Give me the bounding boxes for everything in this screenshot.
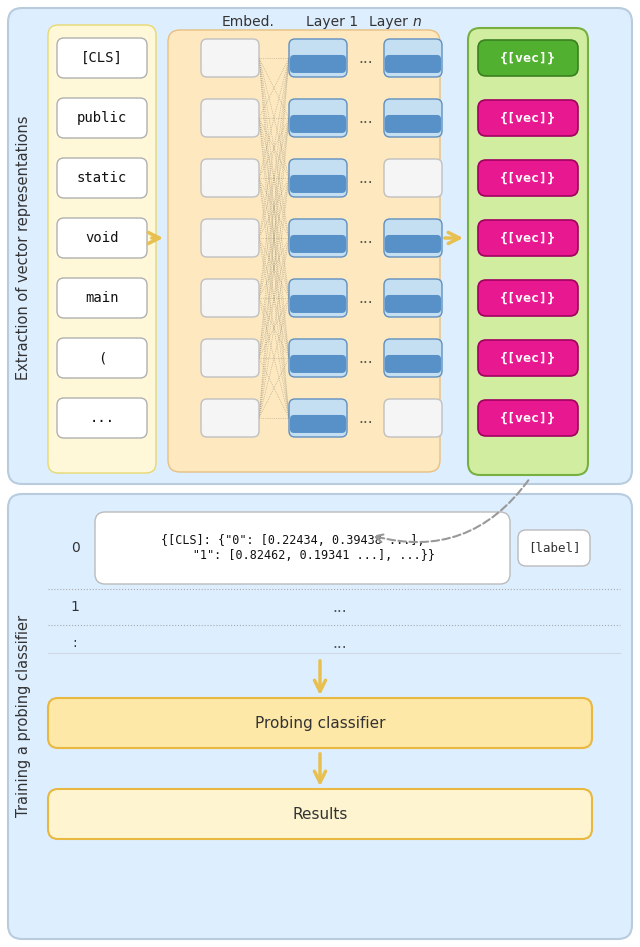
FancyBboxPatch shape (290, 175, 346, 193)
FancyBboxPatch shape (289, 159, 347, 197)
Text: Extraction of vector representations: Extraction of vector representations (17, 116, 31, 381)
Text: {[vec]}: {[vec]} (500, 51, 556, 64)
FancyBboxPatch shape (201, 99, 259, 137)
FancyBboxPatch shape (289, 399, 347, 437)
FancyBboxPatch shape (201, 39, 259, 77)
FancyBboxPatch shape (290, 355, 346, 373)
Text: {[vec]}: {[vec]} (500, 112, 556, 124)
Text: ...: ... (90, 411, 115, 425)
Text: ...: ... (358, 230, 373, 245)
FancyBboxPatch shape (201, 339, 259, 377)
FancyBboxPatch shape (468, 28, 588, 475)
FancyBboxPatch shape (478, 400, 578, 436)
FancyBboxPatch shape (385, 235, 441, 253)
Text: Embed.: Embed. (221, 15, 275, 29)
FancyBboxPatch shape (478, 280, 578, 316)
Text: Layer: Layer (369, 15, 412, 29)
FancyBboxPatch shape (57, 398, 147, 438)
FancyBboxPatch shape (48, 789, 592, 839)
FancyBboxPatch shape (385, 295, 441, 313)
FancyBboxPatch shape (385, 55, 441, 73)
FancyBboxPatch shape (289, 219, 347, 257)
Text: static: static (77, 171, 127, 185)
FancyBboxPatch shape (8, 8, 632, 484)
Text: Probing classifier: Probing classifier (255, 716, 385, 730)
FancyBboxPatch shape (57, 38, 147, 78)
FancyBboxPatch shape (478, 340, 578, 376)
Text: ...: ... (358, 111, 373, 126)
Text: ...: ... (358, 291, 373, 306)
FancyBboxPatch shape (384, 279, 442, 317)
Text: Results: Results (292, 807, 348, 821)
Text: 1: 1 (70, 600, 79, 614)
FancyBboxPatch shape (290, 295, 346, 313)
FancyBboxPatch shape (478, 160, 578, 196)
Text: ...: ... (358, 350, 373, 366)
Text: {[vec]}: {[vec]} (500, 171, 556, 185)
FancyBboxPatch shape (57, 98, 147, 138)
FancyBboxPatch shape (8, 494, 632, 939)
Text: [label]: [label] (528, 542, 580, 555)
FancyBboxPatch shape (518, 530, 590, 566)
FancyBboxPatch shape (290, 115, 346, 133)
FancyBboxPatch shape (478, 40, 578, 76)
FancyBboxPatch shape (48, 25, 156, 473)
Text: main: main (85, 291, 119, 305)
Text: (: ( (98, 351, 106, 365)
Text: ...: ... (358, 50, 373, 65)
Text: {[vec]}: {[vec]} (500, 231, 556, 244)
FancyBboxPatch shape (48, 698, 592, 748)
Text: 0: 0 (70, 541, 79, 555)
FancyBboxPatch shape (201, 399, 259, 437)
FancyBboxPatch shape (384, 159, 442, 197)
Text: :: : (73, 636, 77, 650)
FancyBboxPatch shape (168, 30, 440, 472)
FancyBboxPatch shape (57, 278, 147, 318)
Text: ...: ... (333, 599, 348, 615)
FancyBboxPatch shape (384, 219, 442, 257)
FancyBboxPatch shape (290, 415, 346, 433)
FancyArrowPatch shape (375, 480, 529, 542)
FancyBboxPatch shape (290, 55, 346, 73)
FancyBboxPatch shape (201, 279, 259, 317)
Text: public: public (77, 111, 127, 125)
Text: n: n (413, 15, 422, 29)
FancyBboxPatch shape (57, 338, 147, 378)
Text: {[vec]}: {[vec]} (500, 351, 556, 365)
FancyBboxPatch shape (384, 399, 442, 437)
FancyBboxPatch shape (57, 218, 147, 258)
Text: Training a probing classifier: Training a probing classifier (17, 615, 31, 817)
FancyBboxPatch shape (384, 99, 442, 137)
FancyBboxPatch shape (478, 220, 578, 256)
Text: {[CLS]: {"0": [0.22434, 0.39438 ...],
      "1": [0.82462, 0.19341 ...], ...}}: {[CLS]: {"0": [0.22434, 0.39438 ...], "1… (150, 534, 435, 562)
FancyBboxPatch shape (289, 279, 347, 317)
FancyBboxPatch shape (289, 99, 347, 137)
Text: ...: ... (358, 170, 373, 186)
FancyBboxPatch shape (201, 159, 259, 197)
FancyBboxPatch shape (201, 219, 259, 257)
Text: ...: ... (358, 410, 373, 425)
Text: void: void (85, 231, 119, 245)
FancyBboxPatch shape (289, 39, 347, 77)
FancyBboxPatch shape (57, 158, 147, 198)
Text: Layer 1: Layer 1 (306, 15, 358, 29)
Text: [CLS]: [CLS] (81, 51, 123, 65)
Text: ...: ... (333, 635, 348, 651)
FancyBboxPatch shape (384, 39, 442, 77)
FancyBboxPatch shape (478, 100, 578, 136)
FancyBboxPatch shape (385, 355, 441, 373)
FancyBboxPatch shape (95, 512, 510, 584)
FancyBboxPatch shape (384, 339, 442, 377)
FancyBboxPatch shape (289, 339, 347, 377)
FancyBboxPatch shape (385, 115, 441, 133)
Text: {[vec]}: {[vec]} (500, 412, 556, 424)
Text: {[vec]}: {[vec]} (500, 292, 556, 305)
FancyBboxPatch shape (290, 235, 346, 253)
